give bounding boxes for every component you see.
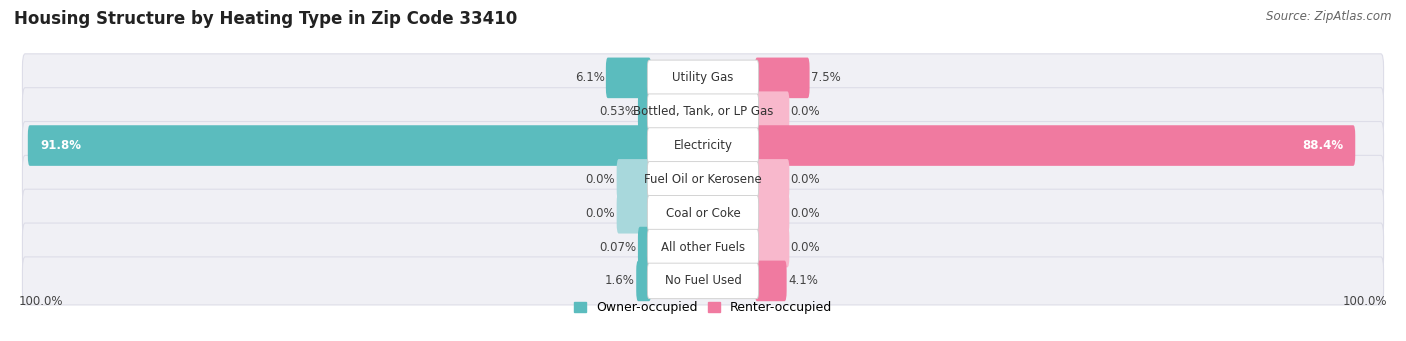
Text: Utility Gas: Utility Gas <box>672 71 734 84</box>
FancyBboxPatch shape <box>617 159 651 200</box>
FancyBboxPatch shape <box>22 189 1384 237</box>
Text: 6.1%: 6.1% <box>575 71 605 84</box>
Text: 0.07%: 0.07% <box>599 240 637 254</box>
Text: 0.0%: 0.0% <box>586 207 616 220</box>
Text: 1.6%: 1.6% <box>605 275 636 287</box>
FancyBboxPatch shape <box>755 58 810 98</box>
FancyBboxPatch shape <box>755 227 789 267</box>
FancyBboxPatch shape <box>22 88 1384 136</box>
FancyBboxPatch shape <box>647 162 759 197</box>
Text: Fuel Oil or Kerosene: Fuel Oil or Kerosene <box>644 173 762 186</box>
FancyBboxPatch shape <box>22 257 1384 305</box>
Text: 0.0%: 0.0% <box>790 207 820 220</box>
FancyBboxPatch shape <box>638 91 651 132</box>
FancyBboxPatch shape <box>606 58 651 98</box>
Text: Bottled, Tank, or LP Gas: Bottled, Tank, or LP Gas <box>633 105 773 118</box>
FancyBboxPatch shape <box>755 261 786 301</box>
FancyBboxPatch shape <box>755 159 789 200</box>
FancyBboxPatch shape <box>647 94 759 130</box>
Text: 0.0%: 0.0% <box>790 240 820 254</box>
FancyBboxPatch shape <box>647 60 759 95</box>
FancyBboxPatch shape <box>755 91 789 132</box>
FancyBboxPatch shape <box>22 223 1384 271</box>
FancyBboxPatch shape <box>22 155 1384 204</box>
FancyBboxPatch shape <box>22 54 1384 102</box>
Text: All other Fuels: All other Fuels <box>661 240 745 254</box>
FancyBboxPatch shape <box>647 128 759 163</box>
Text: 91.8%: 91.8% <box>39 139 82 152</box>
Text: No Fuel Used: No Fuel Used <box>665 275 741 287</box>
Text: 0.0%: 0.0% <box>790 105 820 118</box>
Text: Electricity: Electricity <box>673 139 733 152</box>
FancyBboxPatch shape <box>755 193 789 234</box>
Text: 4.1%: 4.1% <box>787 275 818 287</box>
Text: Coal or Coke: Coal or Coke <box>665 207 741 220</box>
FancyBboxPatch shape <box>638 227 651 267</box>
Text: 0.0%: 0.0% <box>790 173 820 186</box>
Text: 100.0%: 100.0% <box>1343 295 1388 308</box>
FancyBboxPatch shape <box>647 229 759 265</box>
Legend: Owner-occupied, Renter-occupied: Owner-occupied, Renter-occupied <box>568 296 838 319</box>
Text: Housing Structure by Heating Type in Zip Code 33410: Housing Structure by Heating Type in Zip… <box>14 10 517 28</box>
Text: Source: ZipAtlas.com: Source: ZipAtlas.com <box>1267 10 1392 23</box>
Text: 7.5%: 7.5% <box>811 71 841 84</box>
FancyBboxPatch shape <box>617 193 651 234</box>
Text: 0.53%: 0.53% <box>599 105 637 118</box>
Text: 88.4%: 88.4% <box>1302 139 1343 152</box>
FancyBboxPatch shape <box>637 261 651 301</box>
FancyBboxPatch shape <box>755 125 1355 166</box>
FancyBboxPatch shape <box>647 195 759 231</box>
Text: 0.0%: 0.0% <box>586 173 616 186</box>
FancyBboxPatch shape <box>647 263 759 299</box>
Text: 100.0%: 100.0% <box>18 295 63 308</box>
FancyBboxPatch shape <box>28 125 651 166</box>
FancyBboxPatch shape <box>22 121 1384 169</box>
